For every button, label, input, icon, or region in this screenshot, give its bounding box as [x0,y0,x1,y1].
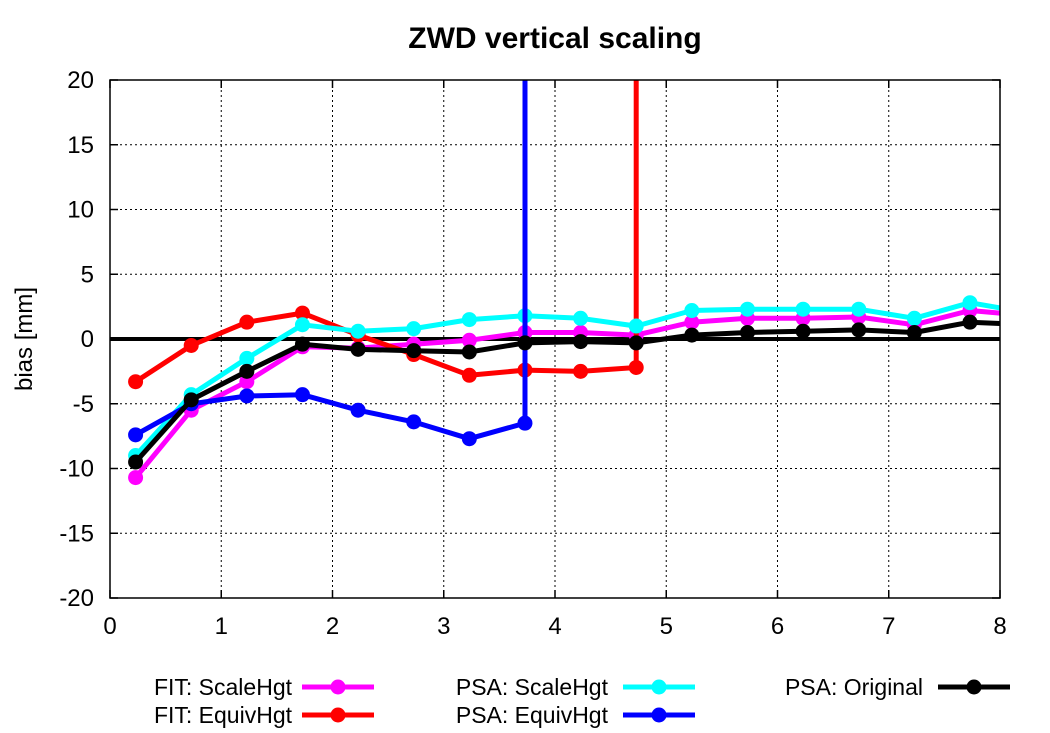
x-tick-label: 2 [326,613,339,640]
legend-marker-psa-original [966,679,982,695]
data-point-fit-equivhgt [628,359,644,375]
legend-label-psa-equivhgt: PSA: EquivHgt [456,702,609,728]
data-point-psa-original [573,334,589,350]
data-point-psa-equivhgt [128,427,144,443]
y-tick-label: -20 [59,585,94,612]
series-line-psa-scalehgt [133,300,1000,458]
data-point-fit-equivhgt [573,363,589,379]
grid [110,80,1000,598]
legend-marker-psa-equivhgt [651,707,667,723]
data-point-psa-scalehgt [962,295,978,311]
data-point-psa-scalehgt [851,301,867,317]
data-point-fit-scalehgt [684,314,700,330]
data-point-psa-equivhgt [239,388,255,404]
data-point-psa-original [795,323,811,339]
data-point-psa-scalehgt [906,310,922,326]
series-line-psa-equivhgt [134,80,528,442]
y-axis-label: bias [mm] [11,287,38,391]
data-point-psa-original [239,363,255,379]
data-point-psa-original [684,327,700,343]
data-point-psa-equivhgt [517,415,533,431]
x-tick-label: 3 [437,613,450,640]
plot-area [110,80,1000,486]
data-point-psa-equivhgt [461,431,477,447]
data-point-psa-scalehgt [406,321,422,337]
data-point-psa-original [350,341,366,357]
series-line-psa-original [133,319,1000,464]
data-point-psa-original [851,322,867,338]
data-point-psa-original [962,314,978,330]
y-tick-label: -5 [73,391,94,418]
y-tick-label: 10 [67,197,94,224]
x-tick-label: 6 [771,613,784,640]
data-point-psa-original [628,335,644,351]
data-point-psa-original [906,325,922,341]
data-point-fit-equivhgt [461,367,477,383]
x-tick-label: 5 [660,613,673,640]
y-tick-label: 5 [81,261,94,288]
x-tick-label: 7 [882,613,895,640]
data-point-psa-scalehgt [294,317,310,333]
legend-label-psa-original: PSA: Original [785,674,923,700]
chart-title: ZWD vertical scaling [408,22,701,55]
data-point-fit-equivhgt [183,337,199,353]
data-point-psa-original [294,336,310,352]
data-point-psa-scalehgt [573,310,589,326]
y-tick-label: -15 [59,520,94,547]
data-point-fit-scalehgt [461,332,477,348]
x-tick-label: 8 [993,613,1006,640]
data-point-psa-original [461,344,477,360]
data-point-fit-scalehgt [239,374,255,390]
data-point-psa-scalehgt [350,323,366,339]
data-point-psa-original [739,325,755,341]
data-point-psa-original [406,343,422,359]
y-tick-label: -10 [59,456,94,483]
y-tick-label: 0 [81,326,94,353]
data-point-psa-equivhgt [406,414,422,430]
plot-clip-group [110,80,1000,486]
plot-frame [109,79,1001,599]
legend-label-psa-scalehgt: PSA: ScaleHgt [456,674,609,700]
data-point-psa-scalehgt [684,303,700,319]
data-point-psa-original [128,454,144,470]
data-point-fit-equivhgt [128,374,144,390]
data-point-psa-original [517,335,533,351]
x-tick-label: 4 [548,613,561,640]
legend-label-fit-equivhgt: FIT: EquivHgt [154,702,293,728]
legend-marker-fit-equivhgt [330,707,346,723]
data-point-psa-equivhgt [294,387,310,403]
y-tick-label: 15 [67,132,94,159]
data-point-psa-scalehgt [795,301,811,317]
data-point-psa-scalehgt [628,318,644,334]
series-line-fit-equivhgt [134,80,639,384]
data-point-psa-scalehgt [461,312,477,328]
data-point-psa-equivhgt [350,402,366,418]
x-tick-label: 0 [103,613,116,640]
data-point-fit-scalehgt [128,470,144,486]
data-point-fit-equivhgt [239,314,255,330]
y-tick-label: 20 [67,67,94,94]
legend-marker-fit-scalehgt [330,679,346,695]
data-point-psa-scalehgt [739,301,755,317]
legend-label-fit-scalehgt: FIT: ScaleHgt [154,674,293,700]
legend-marker-psa-scalehgt [651,679,667,695]
data-point-fit-equivhgt [294,305,310,321]
data-point-psa-scalehgt [239,350,255,366]
axis-ticks: 0 1 2 3 4 5 6 7 8 -20 -15 -10 -5 0 5 10 15 20 [59,67,1006,640]
x-tick-label: 1 [215,613,228,640]
data-point-psa-original [183,392,199,408]
